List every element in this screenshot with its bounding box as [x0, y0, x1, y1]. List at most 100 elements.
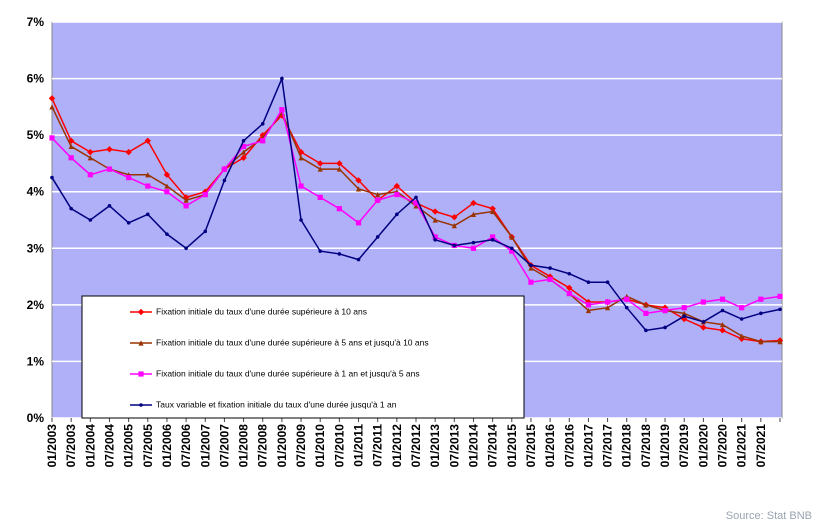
point — [375, 191, 381, 198]
point — [528, 279, 534, 285]
point — [375, 235, 380, 239]
legend-marker — [139, 403, 143, 407]
point — [528, 265, 534, 271]
point — [413, 203, 419, 209]
y-tick-label: 6% — [27, 72, 45, 86]
point — [758, 339, 764, 345]
x-tick-label: 07/2003 — [64, 424, 78, 468]
point — [489, 205, 496, 212]
point — [566, 284, 573, 292]
point — [336, 160, 343, 167]
point — [643, 310, 649, 316]
point — [240, 154, 247, 161]
y-tick-label: 3% — [27, 241, 45, 255]
point — [299, 218, 303, 222]
point — [739, 305, 745, 311]
x-tick-label: 07/2018 — [639, 424, 653, 468]
legend-marker — [138, 371, 144, 377]
point — [490, 234, 496, 240]
point — [68, 143, 74, 150]
point — [87, 172, 93, 178]
point — [106, 146, 113, 153]
point — [145, 183, 151, 189]
point — [280, 76, 284, 81]
point — [644, 328, 648, 333]
point — [739, 333, 745, 339]
point — [490, 208, 496, 215]
point — [585, 302, 592, 308]
x-tick-label: 07/2009 — [294, 424, 308, 468]
point — [126, 174, 132, 181]
point — [604, 299, 611, 305]
point — [490, 238, 495, 242]
point — [509, 246, 514, 251]
x-tick-label: 07/2011 — [371, 424, 385, 467]
point — [470, 199, 477, 207]
point — [395, 212, 399, 217]
point — [145, 212, 150, 217]
point — [145, 172, 151, 178]
point — [144, 137, 151, 144]
y-tick-label: 2% — [27, 298, 45, 312]
point — [68, 155, 74, 161]
point — [585, 307, 592, 314]
point — [567, 271, 572, 276]
point — [297, 148, 305, 156]
point — [586, 280, 591, 285]
x-tick-label: 07/2010 — [332, 424, 346, 468]
point — [298, 183, 304, 189]
point — [163, 171, 171, 178]
point — [682, 314, 687, 318]
y-tick-label: 7% — [27, 15, 45, 29]
point — [701, 320, 706, 324]
legend-box — [81, 295, 525, 419]
point — [183, 197, 189, 203]
point — [509, 234, 515, 240]
x-tick-label: 01/2009 — [275, 424, 289, 468]
x-tick-label: 07/2021 — [754, 424, 768, 468]
x-tick-label: 01/2014 — [466, 424, 480, 468]
legend-label: Taux variable et fixation initiale du ta… — [156, 399, 397, 409]
point — [106, 166, 113, 172]
point — [164, 189, 170, 195]
point — [681, 305, 687, 311]
legend: Fixation initiale du taux d'une durée su… — [81, 295, 525, 419]
point — [605, 280, 610, 285]
point — [355, 220, 362, 226]
point — [317, 160, 324, 167]
point — [317, 194, 323, 200]
point — [240, 149, 247, 155]
point — [49, 135, 55, 141]
point — [336, 206, 342, 212]
point — [317, 166, 323, 172]
x-tick-label: 07/2014 — [486, 424, 500, 468]
x-tick-label: 01/2005 — [122, 424, 136, 468]
y-tick-label: 1% — [27, 354, 45, 368]
x-tick-label: 07/2005 — [141, 424, 155, 468]
x-tick-label: 01/2018 — [620, 424, 634, 468]
x-tick-label: 01/2020 — [696, 424, 710, 468]
point — [681, 315, 688, 323]
point — [203, 229, 208, 234]
point — [432, 217, 438, 223]
x-tick-label: 07/2008 — [256, 424, 270, 468]
point — [720, 308, 725, 313]
point — [279, 107, 285, 113]
point — [165, 232, 169, 236]
point — [260, 122, 265, 126]
point — [700, 299, 706, 305]
point — [604, 305, 611, 311]
point — [164, 183, 170, 189]
point — [125, 148, 132, 156]
point — [548, 266, 552, 270]
x-tick-label: 07/2020 — [716, 424, 730, 468]
point — [700, 324, 707, 331]
point — [414, 195, 418, 200]
point — [624, 305, 629, 310]
point — [662, 307, 668, 314]
x-tick-label: 01/2003 — [45, 424, 59, 468]
point — [451, 213, 458, 221]
legend-label: Fixation initiale du taux d'une durée su… — [156, 368, 420, 378]
point — [451, 223, 457, 229]
x-tick-label: 07/2004 — [102, 424, 116, 468]
